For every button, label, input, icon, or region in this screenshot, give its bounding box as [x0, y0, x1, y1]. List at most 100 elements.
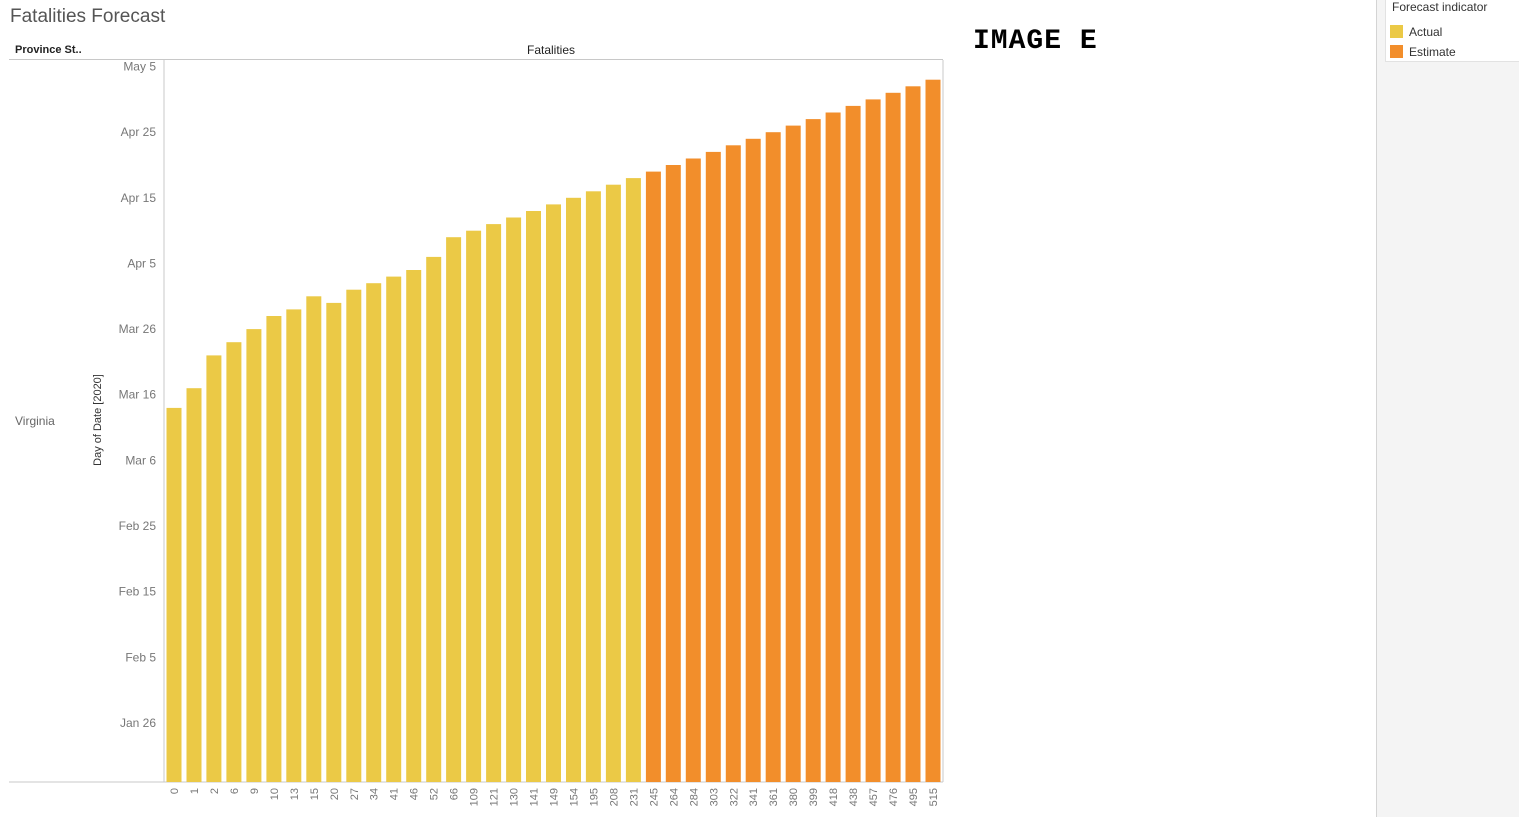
- y-tick-label: Mar 6: [125, 453, 156, 467]
- bar-154[interactable]: [566, 197, 581, 783]
- x-tick-label: 130: [509, 788, 521, 806]
- bar-399[interactable]: [805, 119, 821, 783]
- x-tick-label: 303: [708, 788, 720, 806]
- bar-264[interactable]: [665, 165, 681, 782]
- bar-52[interactable]: [426, 256, 442, 782]
- x-tick-label: 208: [608, 788, 620, 806]
- x-tick-label: 15: [309, 788, 321, 800]
- bar-457[interactable]: [865, 99, 881, 782]
- x-tick-label: 245: [648, 788, 660, 806]
- bar-476[interactable]: [885, 92, 901, 783]
- bar-130[interactable]: [506, 217, 522, 783]
- bar-245[interactable]: [645, 171, 661, 783]
- x-tick-label: 41: [389, 788, 401, 800]
- bar-0[interactable]: [166, 407, 182, 782]
- bar-20[interactable]: [326, 302, 342, 782]
- bar-1[interactable]: [186, 388, 202, 782]
- x-tick-label: 457: [868, 788, 880, 806]
- y-tick-label: Feb 5: [125, 650, 156, 664]
- bar-6[interactable]: [226, 342, 242, 782]
- x-tick-label: 418: [828, 788, 840, 806]
- x-tick-label: 515: [928, 788, 940, 806]
- x-tick-label: 10: [269, 788, 281, 800]
- bar-208[interactable]: [605, 184, 621, 782]
- y-tick-label: Apr 5: [127, 256, 156, 270]
- bar-13[interactable]: [286, 309, 302, 782]
- x-tick-label: 264: [668, 788, 680, 806]
- legend-panel: Forecast indicator Actual Estimate: [1376, 0, 1519, 817]
- province-column-header[interactable]: Province St..: [15, 44, 82, 56]
- bar-361[interactable]: [765, 132, 781, 782]
- y-tick-label: May 5: [123, 60, 156, 74]
- x-axis-ticks: 0 1 2 6 9 10 13 15 20 27 34 41 46 52 66 109 121 130 141 149…: [169, 788, 940, 806]
- x-tick-label: 121: [489, 788, 501, 806]
- x-tick-label: 13: [289, 788, 301, 800]
- bar-303[interactable]: [705, 151, 721, 782]
- bar-27[interactable]: [346, 289, 362, 782]
- bar-149[interactable]: [546, 204, 561, 782]
- x-tick-label: 141: [529, 788, 541, 806]
- bar-109[interactable]: [466, 230, 482, 782]
- bar-15[interactable]: [306, 296, 322, 782]
- x-tick-label: 438: [848, 788, 860, 806]
- x-tick-label: 109: [469, 788, 481, 806]
- x-tick-label: 1: [189, 788, 201, 794]
- x-tick-label: 380: [788, 788, 800, 806]
- legend-title: Forecast indicator: [1392, 0, 1488, 14]
- bars: [166, 79, 941, 783]
- x-tick-label: 495: [908, 788, 920, 806]
- bar-chart: Jan 26 Feb 5 Feb 15 Feb 25 Mar 6 Mar 16 Mar 26…: [9, 60, 944, 806]
- bar-121[interactable]: [486, 224, 502, 783]
- x-tick-label: 66: [449, 788, 461, 800]
- bar-231[interactable]: [625, 178, 641, 783]
- y-tick-label: Apr 25: [121, 125, 157, 139]
- legend-item-actual[interactable]: Actual: [1390, 24, 1518, 40]
- row-label-virginia[interactable]: Virginia: [15, 414, 55, 428]
- bar-141[interactable]: [526, 211, 541, 782]
- x-tick-label: 9: [249, 788, 261, 794]
- x-tick-label: 399: [808, 788, 820, 806]
- legend-item-label: Estimate: [1409, 45, 1456, 59]
- bar-9[interactable]: [246, 329, 262, 782]
- bar-495[interactable]: [905, 86, 921, 783]
- bar-10[interactable]: [266, 316, 282, 782]
- x-tick-label: 476: [888, 788, 900, 806]
- x-tick-label: 34: [369, 788, 381, 800]
- y-tick-label: Jan 26: [120, 716, 156, 730]
- x-tick-label: 231: [628, 788, 640, 806]
- actual-swatch: [1390, 25, 1403, 38]
- x-tick-label: 149: [549, 788, 561, 806]
- column-header-row: Province St.. Fatalities: [9, 40, 943, 60]
- bar-380[interactable]: [785, 125, 801, 783]
- legend-item-estimate[interactable]: Estimate: [1390, 44, 1518, 60]
- bar-438[interactable]: [845, 105, 861, 782]
- y-tick-label: Mar 16: [119, 388, 157, 402]
- x-tick-label: 0: [169, 788, 181, 794]
- image-label: IMAGE E: [973, 26, 1098, 57]
- x-tick-label: 27: [349, 788, 361, 800]
- bar-195[interactable]: [585, 191, 601, 783]
- bar-34[interactable]: [366, 283, 382, 782]
- bar-322[interactable]: [725, 145, 741, 783]
- y-tick-label: Feb 15: [119, 585, 157, 599]
- x-tick-label: 341: [748, 788, 760, 806]
- bar-66[interactable]: [446, 237, 462, 782]
- bar-46[interactable]: [406, 270, 422, 782]
- y-tick-label: Apr 15: [121, 191, 157, 205]
- bar-2[interactable]: [206, 355, 222, 782]
- bar-41[interactable]: [386, 276, 402, 782]
- x-tick-label: 20: [329, 788, 341, 800]
- fatalities-column-header[interactable]: Fatalities: [527, 43, 576, 57]
- y-tick-label: Mar 26: [119, 322, 157, 336]
- bar-515[interactable]: [925, 79, 941, 782]
- y-tick-label: Feb 25: [119, 519, 157, 533]
- x-tick-label: 195: [588, 788, 600, 806]
- bar-341[interactable]: [745, 138, 761, 783]
- x-tick-label: 284: [688, 788, 700, 806]
- y-axis-ticks: Jan 26 Feb 5 Feb 15 Feb 25 Mar 6 Mar 16 Mar 26…: [119, 60, 157, 730]
- bar-284[interactable]: [685, 158, 701, 783]
- bar-418[interactable]: [825, 112, 841, 783]
- legend: Forecast indicator Actual Estimate: [1385, 0, 1519, 62]
- x-tick-label: 46: [409, 788, 421, 800]
- x-tick-label: 6: [229, 788, 241, 794]
